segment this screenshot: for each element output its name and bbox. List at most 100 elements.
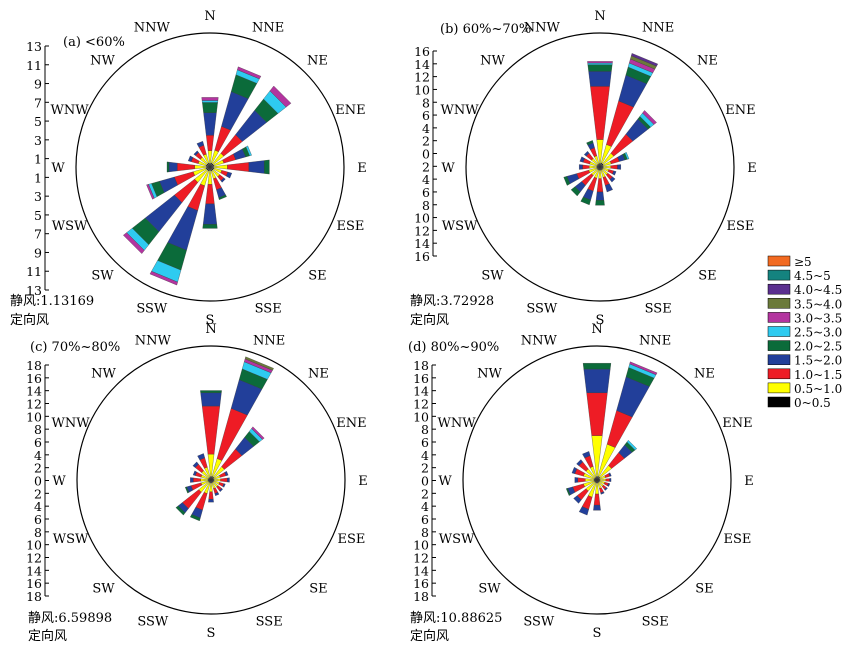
wind-segment-N-1.0~1.5 xyxy=(202,405,220,455)
wind-segment-W-0.5~1.0 xyxy=(589,165,597,169)
direction-label: S xyxy=(593,626,602,641)
wind-segment-NE-3.0~3.5 xyxy=(251,426,265,440)
wind-segment-E-1.5~2.0 xyxy=(227,477,230,483)
legend-label: 3.0~3.5 xyxy=(794,311,842,325)
radial-tick-label: 4 xyxy=(34,448,42,463)
wind-segment-E-1.0~1.5 xyxy=(220,477,228,483)
radial-tick-label: 6 xyxy=(34,435,42,450)
calm-wind-label: 静风:6.59898 xyxy=(28,611,112,626)
wind-segment-W-1.0~1.5 xyxy=(177,162,195,172)
wind-segment-SSE-1.5~2.0 xyxy=(214,492,220,496)
direction-label: NNE xyxy=(253,334,285,349)
wind-segment-E-1.5~2.0 xyxy=(617,164,621,170)
radial-tick-label: 3 xyxy=(34,189,42,204)
wind-segment-WSW-2.0~2.5 xyxy=(184,486,190,494)
direction-label: NE xyxy=(694,367,715,382)
legend-swatch xyxy=(767,283,791,295)
radial-tick-label: 2 xyxy=(421,461,429,476)
direction-label: NNW xyxy=(524,21,561,36)
radial-tick-label: 8 xyxy=(34,422,42,437)
wind-segment-SSW-1.5~2.0 xyxy=(578,506,589,516)
direction-label: WNW xyxy=(438,416,477,431)
panel-title: (a) <60% xyxy=(63,35,125,50)
radial-tick-label: 14 xyxy=(26,563,42,578)
legend-swatch xyxy=(767,354,791,365)
direction-label: NW xyxy=(480,54,505,69)
direction-label: ESE xyxy=(336,219,364,234)
radial-tick-label: 4 xyxy=(422,121,430,136)
wind-segment-SSE-1.5~2.0 xyxy=(600,491,605,495)
radial-tick-label: 9 xyxy=(34,77,42,92)
direction-label: E xyxy=(744,474,754,489)
wind-segment-SSW-2.0~2.5 xyxy=(580,196,591,206)
wind-segment-S-1.0~1.5 xyxy=(596,178,604,193)
wind-segment-NNE-3.0~3.5 xyxy=(629,361,658,376)
direction-label: WNW xyxy=(52,416,91,431)
wind-segment-N-2.5~3.0 xyxy=(201,100,219,103)
radial-tick-label: 18 xyxy=(26,589,42,604)
radial-tick-label: 3 xyxy=(34,133,42,148)
wind-segment-SE-1.5~2.0 xyxy=(604,487,608,491)
direction-label: ENE xyxy=(335,103,365,118)
radial-tick-label: 11 xyxy=(26,58,42,73)
direction-label: SW xyxy=(91,268,114,283)
directional-wind-label: 定向风 xyxy=(410,628,449,644)
legend-label: 0.5~1.0 xyxy=(794,382,842,396)
wind-segment-S-1.5~2.0 xyxy=(595,191,605,201)
direction-label: SSE xyxy=(645,301,672,316)
wind-segment-NNE-3.0~3.5 xyxy=(237,66,262,80)
wind-segment-E-0.5~1.0 xyxy=(599,478,607,482)
radial-tick-label: 8 xyxy=(422,95,430,110)
wind-segment-N-1.5~2.0 xyxy=(588,71,612,87)
wind-rose-panel-3: NNNENEENEEESESESSESSSWSWWSWWWNWNWNNW1816… xyxy=(26,322,368,644)
wind-segment-S-0.5~1.0 xyxy=(207,170,213,185)
wind-segment-W-1.0~1.5 xyxy=(577,477,586,483)
wind-segment-E-1.0~1.5 xyxy=(227,162,250,172)
direction-label: W xyxy=(438,474,452,489)
wind-segment-W-2.0~2.5 xyxy=(166,161,170,173)
direction-label: SSW xyxy=(523,614,555,629)
radial-tick-label: 13 xyxy=(26,283,42,298)
calm-wind-label: 静风:3.72928 xyxy=(410,294,494,309)
direction-label: ESE xyxy=(726,219,754,234)
radial-tick-label: 8 xyxy=(34,525,42,540)
radial-tick-label: 10 xyxy=(414,82,430,97)
direction-label: NE xyxy=(307,54,328,69)
direction-label: S xyxy=(206,313,215,328)
direction-label: N xyxy=(204,9,215,24)
direction-label: SSW xyxy=(526,301,558,316)
legend-swatch xyxy=(767,340,791,351)
legend-label: 4.0~4.5 xyxy=(794,283,842,297)
direction-label: W xyxy=(51,161,65,176)
wind-segment-NW-1.5~2.0 xyxy=(583,150,590,157)
legend-swatch xyxy=(767,326,791,337)
wind-segment-E-2.0~2.5 xyxy=(264,159,270,175)
directional-wind-label: 定向风 xyxy=(10,312,49,328)
wind-segment-ENE-2.5~3.0 xyxy=(624,152,630,160)
wind-segment-SW-1.5~2.0 xyxy=(573,495,582,504)
wind-segment-NE-3.0~3.5 xyxy=(269,85,292,108)
radial-tick-label: 6 xyxy=(421,435,429,450)
radial-tick-label: 8 xyxy=(422,198,430,213)
direction-label: SE xyxy=(698,268,716,283)
outer-circle xyxy=(465,32,735,302)
direction-label: ESE xyxy=(337,532,365,547)
outer-circle xyxy=(76,345,346,615)
direction-label: ENE xyxy=(725,103,755,118)
wind-segment-NW-1.5~2.0 xyxy=(193,150,199,156)
wind-segment-NNE-4.0~4.5 xyxy=(631,53,659,67)
wind-segment-SW-2.0~2.5 xyxy=(175,505,186,516)
direction-label: NNE xyxy=(642,21,674,36)
speed-legend: ≥54.5~54.0~4.53.5~4.03.0~3.52.5~3.02.0~2… xyxy=(767,255,842,410)
legend-swatch xyxy=(767,368,791,380)
wind-segment-W-1.0~1.5 xyxy=(582,164,590,170)
wind-segment-NNW-1.5~2.0 xyxy=(582,451,591,459)
legend-swatch xyxy=(767,382,791,394)
radial-tick-label: 0 xyxy=(422,147,430,162)
radial-tick-label: 2 xyxy=(34,461,42,476)
wind-segment-WNW-1.5~2.0 xyxy=(187,155,194,162)
radial-tick-label: 10 xyxy=(413,538,429,553)
direction-label: WNW xyxy=(51,103,90,118)
wind-segment-WSW-3.0~3.5 xyxy=(146,184,155,200)
radial-tick-label: 12 xyxy=(414,223,430,238)
